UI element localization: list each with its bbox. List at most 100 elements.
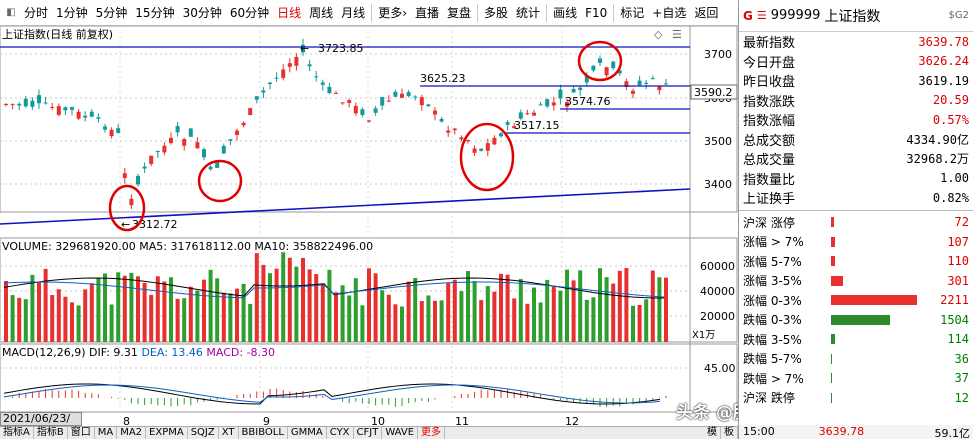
macd-value: MACD: -8.30 [206,346,276,359]
stats-divider [739,209,973,211]
indicator-tab[interactable]: 窗口 [68,427,95,439]
volume-bar [551,286,556,342]
breadth-label: 跌幅 5-7% [743,352,802,367]
volume-bar [169,277,173,342]
board-tab[interactable]: 板 [721,427,738,439]
stat-label: 指数涨幅 [743,114,796,130]
breadth-bar [831,353,833,364]
candle-body [413,96,418,98]
indicator-tab[interactable]: CYX [327,427,354,439]
stat-label: 昨日收盘 [743,75,796,91]
toolbar-item[interactable]: 返回 [694,5,719,20]
candle-body [241,122,246,126]
breadth-track [831,392,927,403]
indicator-tab[interactable]: EXPMA [146,427,188,439]
candle-body [320,82,325,85]
candle-body [466,140,470,142]
breadth-count: 301 [947,273,969,288]
toolbar-item[interactable]: 15分钟 [135,5,175,20]
candle-body [360,109,365,116]
candle-body [56,106,61,115]
volume-bar [142,282,147,342]
volume-tick-label: 60000 [700,260,735,273]
candle-body [142,166,147,169]
toolbar-item[interactable]: 更多› [378,5,407,20]
candle-body [96,117,101,119]
breadth-row: 沪深 跌停 12 [739,388,973,408]
menu-lines-icon[interactable]: ☰ [756,9,767,22]
volume-bar [314,274,319,342]
volume-bar [76,305,81,342]
indicator-tab[interactable]: BBIBOLL [239,427,288,439]
toolbar-item[interactable]: 复盘 [447,5,472,20]
toolbar-item[interactable]: 5分钟 [95,5,128,20]
candle-body [525,113,530,115]
candle-body [617,70,622,74]
volume-bar [545,279,550,342]
toolbar-item[interactable]: F10 [585,5,608,20]
toolbar-item[interactable]: 画线 [553,5,578,20]
volume-bar [452,279,457,342]
candle-body [215,161,220,168]
toolbar-item[interactable]: 日线 [277,5,302,20]
stat-label: 今日开盘 [743,55,796,71]
template-tab[interactable]: 模 [704,427,721,439]
candle-body [235,130,239,135]
indicator-tab[interactable]: GMMA [288,427,327,439]
highlight-circle [197,159,243,203]
toolbar-item[interactable]: 分时 [24,5,49,20]
indicator-tab[interactable]: MA [95,427,118,439]
kline-chart[interactable]: 3700360035003400600004000020000X1万45.008… [0,25,738,439]
indicator-tab[interactable]: WAVE [382,427,419,439]
candle-body [162,145,167,153]
candle-body [261,90,266,93]
candle-body [4,103,8,106]
breadth-bar [831,392,833,403]
toolbar-item[interactable]: 周线 [309,5,334,20]
candle-body [116,128,121,133]
toolbar-item[interactable]: 1分钟 [56,5,88,20]
indicator-tab[interactable]: 更多 [418,427,446,439]
indicator-tab[interactable]: MA2 [117,427,147,439]
candle-body [637,80,642,86]
indicator-tab[interactable]: 指标A [0,427,34,439]
volume-bar [347,295,352,342]
toolbar-item[interactable]: +自选 [652,5,687,20]
toolbar-item[interactable]: 30分钟 [182,5,222,20]
stat-row: 指数量比 1.00 [739,169,973,189]
market-breadth: 沪深 涨停 72 涨幅 > 7% 107 涨幅 5-7% 110 涨幅 3-5% 301 涨幅 … [739,213,973,408]
stat-value: 3639.78 [918,34,969,49]
breadth-row: 跌幅 > 7% 37 [739,369,973,389]
volume-bar [439,300,444,342]
toolbar-item[interactable]: 60分钟 [229,5,270,20]
toolbar-item[interactable]: 标记 [620,5,645,20]
candle-body [281,69,286,78]
breadth-track [831,256,927,267]
stat-label: 指数涨跌 [743,94,796,110]
candle-body [340,102,345,104]
toolbar-item[interactable]: 月线 [341,5,366,20]
volume-bar [221,292,226,342]
candle-body [23,98,28,107]
low-annotation: 3312.72 [132,218,178,231]
volume-bar [340,285,345,342]
volume-bar [241,283,246,342]
period-toolbar: ◧ 分时 1分钟 5分钟 15分钟 30分钟 60分钟 日线 周线 月线 更多› 直播 复盘 多股 统计画… [0,0,738,26]
volume-bar [565,269,569,342]
group-tag[interactable]: $G2 [948,10,969,21]
highlight-circle [108,184,146,232]
candle-body [518,112,523,119]
candle-body [195,142,200,149]
indicator-tab[interactable]: SQJZ [188,427,219,439]
indicator-tab[interactable]: XT [219,427,239,439]
indicator-tab[interactable]: CFJT [354,427,383,439]
toolbar-item[interactable]: 直播 [415,5,440,20]
stat-row: 昨日收盘 3619.19 [739,71,973,91]
breadth-track [831,217,927,228]
toolbar-item[interactable]: 统计 [516,5,541,20]
indicator-tab[interactable]: 指标B [34,427,68,439]
kline-chart-canvas[interactable]: 3700360035003400600004000020000X1万45.008… [0,25,738,439]
toolbar-item[interactable]: 多股 [484,5,509,20]
collapse-icon[interactable]: ◧ [6,7,16,18]
stat-row: 上证换手 0.82% [739,188,973,208]
